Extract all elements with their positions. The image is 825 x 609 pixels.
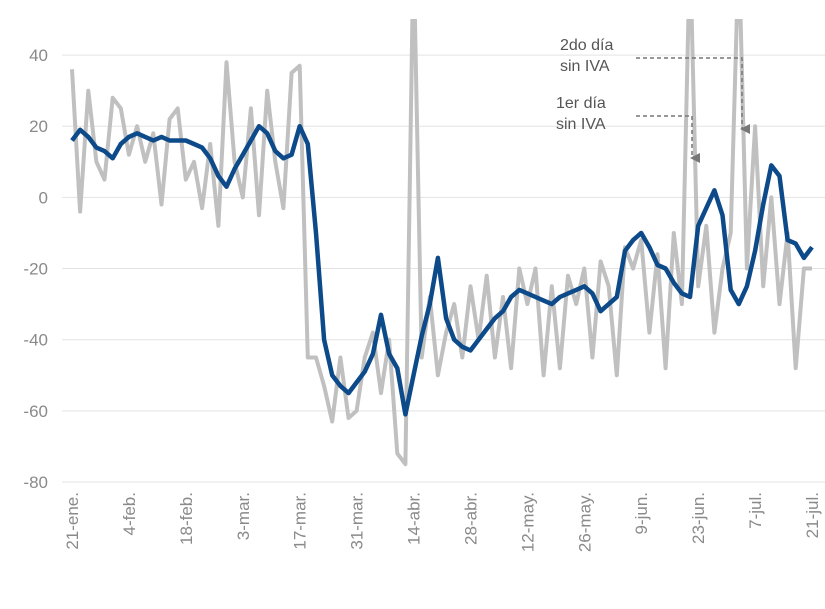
x-tick-label: 4-feb. [120,492,139,535]
y-tick-label: -80 [23,473,48,492]
x-tick-label: 14-abr. [405,492,424,545]
x-tick-label: 9-jun. [632,492,651,535]
y-tick-label: 0 [39,188,48,207]
x-tick-label: 18-feb. [177,492,196,545]
y-tick-label: -40 [23,331,48,350]
x-tick-label: 12-may. [518,492,537,552]
arrow-2 [636,57,750,134]
x-tick-label: 21-ene. [63,492,82,550]
annotation: 2do día [560,37,613,54]
x-tick-label: 28-abr. [461,492,480,545]
x-tick-label: 26-may. [575,492,594,552]
y-tick-label: 40 [29,46,48,65]
annotation: 1er día [556,95,606,112]
x-tick-label: 3-mar. [234,492,253,540]
y-tick-label: -20 [23,260,48,279]
annotation: sin IVA [556,116,606,133]
series-line [70,19,812,467]
y-tick-label: -60 [23,402,48,421]
x-tick-label: 17-mar. [291,492,310,550]
arrow-1 [636,115,700,163]
x-tick-label: 23-jun. [689,492,708,544]
lines [70,19,814,467]
series-line [70,123,814,417]
x-tick-label: 7-jul. [746,492,765,529]
x-tick-label: 21-jul. [803,492,822,538]
x-tick-label: 31-mar. [348,492,367,550]
y-tick-label: 20 [29,117,48,136]
annotation: sin IVA [560,58,610,75]
